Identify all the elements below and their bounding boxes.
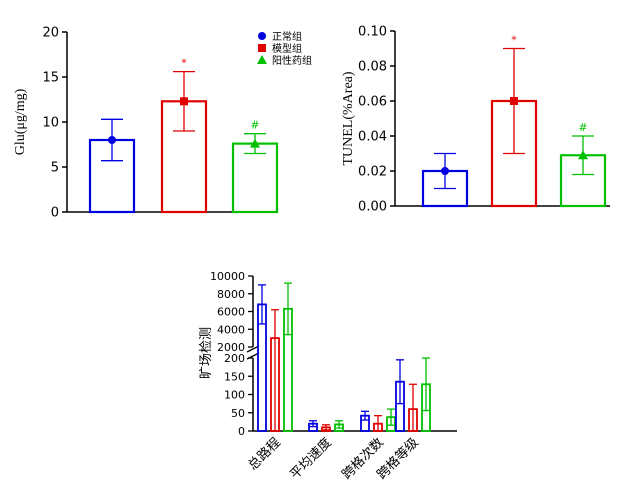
- y-tick-label: 100: [224, 389, 245, 402]
- y-tick-label: 2000: [217, 341, 245, 354]
- legend-marker-2: [258, 44, 266, 52]
- legend-label: 正常组: [272, 30, 302, 43]
- y-tick-label: 0.10: [358, 25, 387, 40]
- y-tick-label: 4000: [217, 323, 245, 336]
- legend-label: 模型组: [272, 42, 302, 55]
- axis-break-mark: [246, 345, 260, 353]
- y-tick-label: 0.08: [358, 60, 387, 75]
- significance-mark: *: [181, 57, 187, 70]
- open-field-chart: 2000 4000 6000 8000 10000 0 50 100 150 200 旷场检测总路程…: [198, 270, 457, 482]
- y-tick-label: 6000: [217, 306, 245, 319]
- y-tick-label: 150: [224, 370, 245, 383]
- y-tick-label: 0: [238, 425, 245, 438]
- bar-marker-1: [108, 136, 116, 144]
- y-tick-label: 5: [51, 161, 59, 176]
- y-tick-label: 0.04: [358, 130, 387, 145]
- legend-label: 阳性药组: [272, 54, 312, 67]
- y-axis-label: 旷场检测: [198, 327, 213, 379]
- bar-marker-1: [441, 167, 449, 175]
- bar-marker-2: [510, 97, 518, 105]
- y-tick-label: 8000: [217, 288, 245, 301]
- bar-marker-3: [578, 150, 588, 160]
- y-tick-label: 0: [51, 206, 59, 221]
- y-tick-label: 10: [42, 116, 59, 131]
- y-axis-label: Glu(μg/mg): [13, 88, 28, 155]
- y-tick-label: 15: [42, 71, 59, 86]
- x-tick-label: 总路程: [245, 435, 283, 473]
- y-axis-label: TUNEL(%Area): [341, 71, 356, 165]
- y-tick-label: 0.06: [358, 95, 387, 110]
- bar-marker-2: [180, 97, 188, 106]
- significance-mark: #: [578, 121, 587, 134]
- glu-chart: 0 5 10 15 20 Glu(μg/mg) * #: [13, 26, 279, 221]
- x-tick-label: 平均速度: [287, 435, 334, 482]
- y-tick-label: 0.02: [358, 165, 387, 180]
- y-tick-label: 10000: [210, 270, 245, 283]
- significance-mark: *: [511, 34, 517, 47]
- legend-marker-3: [257, 55, 267, 64]
- tunel-chart: 0.00 0.02 0.04 0.06 0.08 0.10 TUNEL(%Area) * #: [341, 25, 610, 215]
- legend-marker-1: [258, 32, 266, 40]
- y-tick-label: 50: [231, 407, 245, 420]
- y-tick-label: 20: [42, 26, 59, 41]
- y-tick-label: 200: [224, 352, 245, 365]
- significance-mark: #: [250, 119, 259, 132]
- bar-marker-3: [250, 138, 260, 148]
- y-tick-label: 0.00: [358, 200, 387, 215]
